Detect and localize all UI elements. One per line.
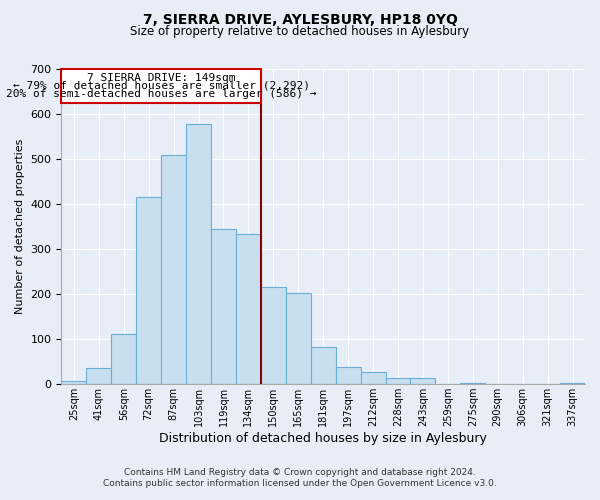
Bar	[61, 380, 86, 384]
Bar	[361, 372, 386, 384]
X-axis label: Distribution of detached houses by size in Aylesbury: Distribution of detached houses by size …	[159, 432, 487, 445]
Bar	[335, 367, 361, 384]
Bar	[186, 124, 211, 384]
Bar	[386, 378, 410, 384]
Bar	[286, 293, 311, 384]
Text: Contains HM Land Registry data © Crown copyright and database right 2024.
Contai: Contains HM Land Registry data © Crown c…	[103, 468, 497, 487]
Bar	[111, 334, 136, 384]
Text: Size of property relative to detached houses in Aylesbury: Size of property relative to detached ho…	[130, 25, 470, 38]
Bar	[211, 229, 236, 384]
Bar	[261, 288, 286, 384]
Y-axis label: Number of detached properties: Number of detached properties	[15, 139, 25, 314]
Bar	[61, 69, 261, 103]
Bar	[86, 368, 111, 384]
Text: ← 79% of detached houses are smaller (2,292): ← 79% of detached houses are smaller (2,…	[13, 80, 310, 90]
Text: 7, SIERRA DRIVE, AYLESBURY, HP18 0YQ: 7, SIERRA DRIVE, AYLESBURY, HP18 0YQ	[143, 12, 457, 26]
Bar	[136, 198, 161, 384]
Text: 7 SIERRA DRIVE: 149sqm: 7 SIERRA DRIVE: 149sqm	[87, 72, 235, 83]
Bar	[311, 347, 335, 384]
Bar	[460, 383, 485, 384]
Bar	[161, 156, 186, 384]
Bar	[236, 234, 261, 384]
Text: 20% of semi-detached houses are larger (586) →: 20% of semi-detached houses are larger (…	[6, 89, 316, 99]
Bar	[410, 378, 436, 384]
